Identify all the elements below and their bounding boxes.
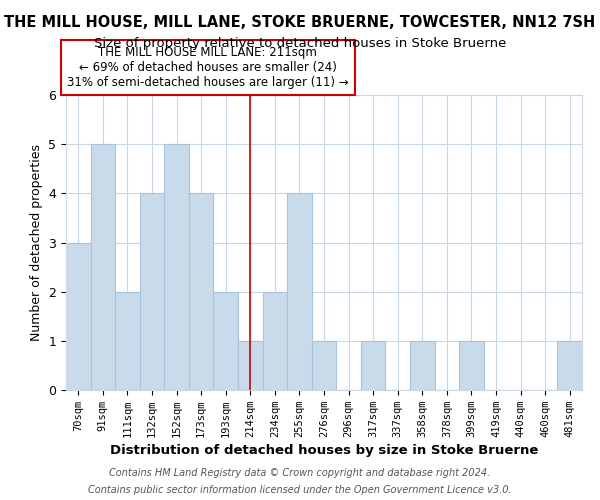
Bar [361,341,385,390]
Bar [189,194,214,390]
Text: THE MILL HOUSE MILL LANE: 211sqm
← 69% of detached houses are smaller (24)
31% o: THE MILL HOUSE MILL LANE: 211sqm ← 69% o… [67,46,349,89]
Text: Contains HM Land Registry data © Crown copyright and database right 2024.: Contains HM Land Registry data © Crown c… [109,468,491,477]
Bar [459,341,484,390]
Bar [238,341,263,390]
Text: THE MILL HOUSE, MILL LANE, STOKE BRUERNE, TOWCESTER, NN12 7SH: THE MILL HOUSE, MILL LANE, STOKE BRUERNE… [4,15,596,30]
Bar [312,341,336,390]
Bar [214,292,238,390]
Bar [164,144,189,390]
Bar [263,292,287,390]
Text: Size of property relative to detached houses in Stoke Bruerne: Size of property relative to detached ho… [94,38,506,51]
Bar [557,341,582,390]
Bar [140,194,164,390]
X-axis label: Distribution of detached houses by size in Stoke Bruerne: Distribution of detached houses by size … [110,444,538,457]
Text: Contains public sector information licensed under the Open Government Licence v3: Contains public sector information licen… [88,485,512,495]
Bar [410,341,434,390]
Bar [115,292,140,390]
Bar [287,194,312,390]
Y-axis label: Number of detached properties: Number of detached properties [30,144,43,341]
Bar [91,144,115,390]
Bar [66,242,91,390]
